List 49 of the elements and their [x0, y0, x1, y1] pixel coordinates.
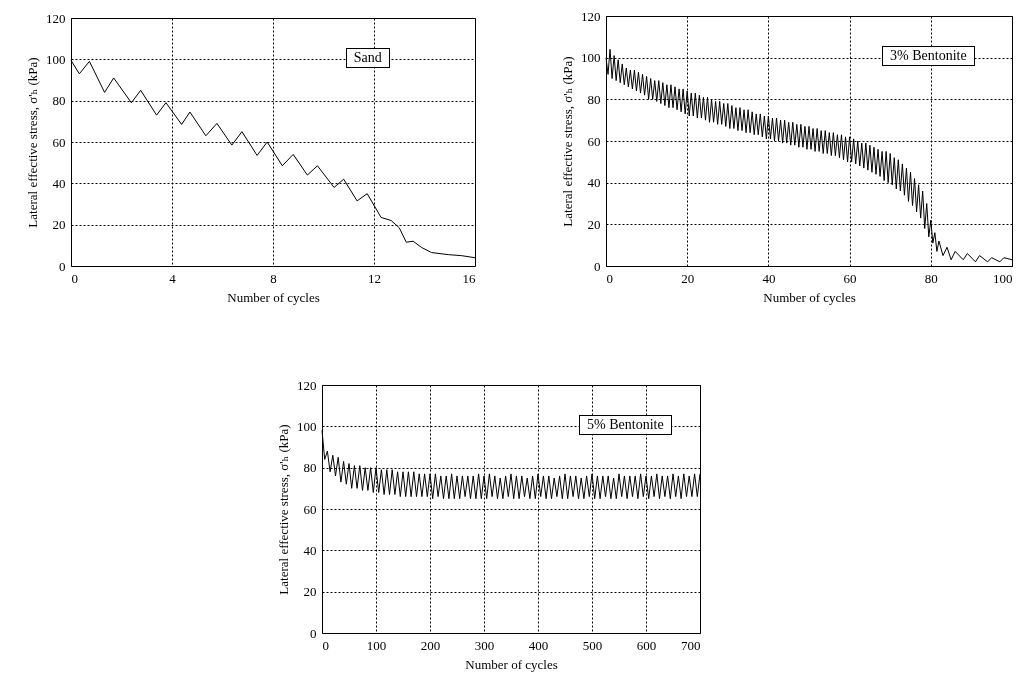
- y-tick-label: 40: [587, 175, 601, 191]
- x-tick-label: 12: [368, 270, 381, 286]
- x-axis-title: Number of cycles: [465, 656, 558, 672]
- y-axis-title: Lateral effective stress, σ'ₕ (kPa): [25, 57, 40, 228]
- y-tick-label: 0: [59, 258, 66, 274]
- x-tick-label: 0: [606, 270, 613, 286]
- annotation: 5% Bentonite: [579, 414, 672, 435]
- y-tick-label: 120: [46, 10, 66, 26]
- y-tick-label: 20: [587, 216, 601, 232]
- y-tick-label: 0: [310, 625, 317, 641]
- y-tick-label: 120: [297, 377, 317, 393]
- x-tick-label: 0: [322, 637, 329, 653]
- x-tick-label: 0: [71, 270, 78, 286]
- y-tick-label: 40: [303, 542, 317, 558]
- x-axis-title: Number of cycles: [227, 289, 320, 305]
- x-tick-label: 700: [681, 637, 701, 653]
- y-tick-label: 60: [52, 134, 66, 150]
- y-axis-title: Lateral effective stress, σ'ₕ (kPa): [560, 56, 575, 227]
- x-tick-label: 600: [636, 637, 657, 653]
- y-tick-label: 80: [587, 91, 601, 107]
- x-tick-label: 400: [528, 637, 549, 653]
- x-tick-label: 40: [762, 270, 776, 286]
- x-tick-label: 8: [270, 270, 277, 286]
- x-tick-label: 500: [582, 637, 603, 653]
- x-tick-label: 16: [462, 270, 476, 286]
- y-tick-label: 60: [587, 133, 601, 149]
- y-tick-label: 0: [594, 258, 601, 274]
- x-tick-label: 100: [993, 270, 1013, 286]
- y-tick-label: 100: [581, 50, 601, 66]
- annotation: 3% Bentonite: [882, 46, 975, 66]
- y-tick-label: 120: [581, 8, 601, 24]
- y-tick-label: 60: [303, 501, 317, 517]
- x-tick-label: 60: [843, 270, 857, 286]
- y-axis-title: Lateral effective stress, σ'ₕ (kPa): [276, 424, 291, 595]
- y-tick-label: 20: [52, 217, 66, 233]
- x-tick-label: 100: [366, 637, 387, 653]
- y-tick-label: 100: [46, 51, 66, 67]
- x-tick-label: 4: [169, 270, 177, 286]
- x-tick-label: 200: [420, 637, 441, 653]
- y-tick-label: 40: [52, 175, 66, 191]
- x-axis-title: Number of cycles: [763, 289, 856, 305]
- x-tick-label: 80: [924, 270, 938, 286]
- y-tick-label: 100: [297, 418, 317, 434]
- y-tick-label: 20: [303, 584, 317, 600]
- y-tick-label: 80: [52, 93, 66, 109]
- annotation: Sand: [345, 47, 390, 68]
- x-tick-label: 300: [474, 637, 495, 653]
- y-tick-label: 80: [303, 460, 317, 476]
- x-tick-label: 20: [681, 270, 695, 286]
